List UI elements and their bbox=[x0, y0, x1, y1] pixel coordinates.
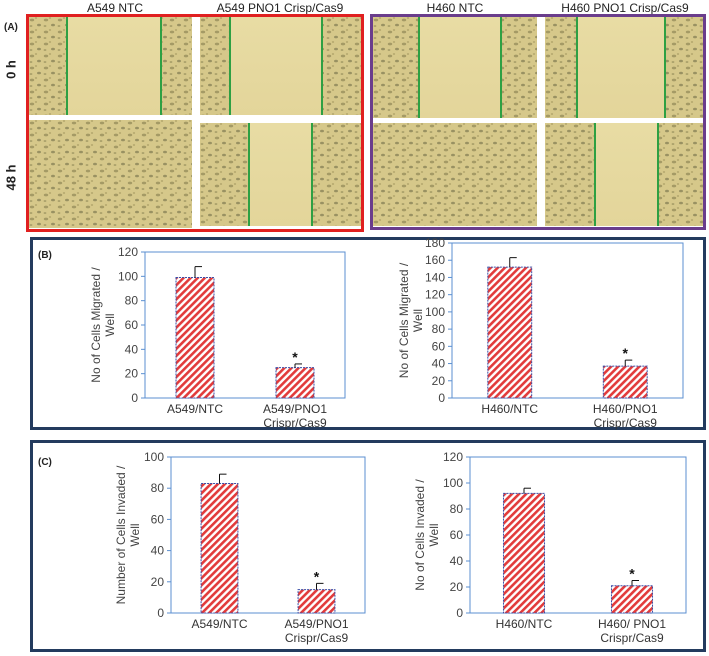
wound-line-left bbox=[66, 17, 68, 115]
category-label-1-0: H460/NTC bbox=[481, 402, 538, 416]
y-tick-label-1-8: 160 bbox=[425, 253, 445, 267]
panel-c-box bbox=[30, 440, 706, 652]
y-tick-label-1-2: 40 bbox=[432, 357, 446, 371]
bar-1-0 bbox=[487, 266, 533, 399]
wound-line-left bbox=[229, 17, 231, 115]
y-tick-label-0-6: 120 bbox=[118, 245, 138, 259]
photo-h460-ntc-48h bbox=[373, 123, 537, 226]
wound-line-left bbox=[594, 123, 596, 226]
photo-a549-pno1-48h bbox=[200, 123, 361, 226]
y-tick-label-0-3: 60 bbox=[125, 318, 139, 332]
y-tick-label-0-2: 40 bbox=[125, 342, 139, 356]
y-tick-label-3-5: 100 bbox=[443, 476, 463, 490]
wound-line-right bbox=[664, 17, 666, 118]
y-axis-label-3: No of Cells Invaded /Well bbox=[413, 479, 441, 591]
wound-line-right bbox=[160, 17, 162, 115]
bar-1-1 bbox=[602, 365, 648, 399]
wound-gap bbox=[230, 17, 322, 115]
category-label-2-1: A549/PNO1 Crispr/Cas9 bbox=[284, 617, 348, 645]
bar-2-0 bbox=[200, 483, 239, 614]
y-tick-label-1-0: 0 bbox=[438, 391, 445, 405]
y-tick-label-2-3: 60 bbox=[151, 512, 165, 526]
panel-a-letter: (A) bbox=[4, 22, 18, 33]
category-label-3-1: H460/ PNO1 Crispr/Cas9 bbox=[598, 617, 666, 645]
y-tick-label-3-1: 20 bbox=[450, 580, 464, 594]
photo-h460-ntc-0h bbox=[373, 17, 537, 118]
y-tick-label-3-0: 0 bbox=[456, 606, 463, 620]
plot-area-1 bbox=[451, 242, 684, 399]
wound-gap bbox=[67, 17, 161, 115]
col-label-h460-ntc: H460 NTC bbox=[426, 1, 484, 15]
wound-line-left bbox=[418, 17, 420, 118]
y-tick-label-3-6: 120 bbox=[443, 450, 463, 464]
y-tick-label-0-5: 100 bbox=[118, 269, 138, 283]
photo-h460-pno1-48h bbox=[545, 123, 703, 226]
wound-gap bbox=[419, 17, 501, 118]
y-tick-label-0-0: 0 bbox=[131, 391, 138, 405]
y-tick-label-2-2: 40 bbox=[151, 544, 165, 558]
bar-2-1 bbox=[297, 589, 336, 614]
category-label-0-0: A549/NTC bbox=[167, 402, 223, 416]
y-tick-label-1-9: 180 bbox=[425, 236, 445, 250]
significance-3-1: * bbox=[629, 566, 635, 582]
wound-gap bbox=[595, 123, 658, 226]
y-tick-label-2-1: 20 bbox=[151, 575, 165, 589]
col-label-h460-pno1: H460 PNO1 Crisp/Cas9 bbox=[561, 1, 689, 15]
wound-line-right bbox=[321, 17, 323, 115]
wound-line-left bbox=[248, 123, 250, 226]
y-tick-label-3-4: 80 bbox=[450, 502, 464, 516]
wound-gap bbox=[249, 123, 312, 226]
y-tick-label-1-5: 100 bbox=[425, 305, 445, 319]
photo-a549-pno1-0h bbox=[200, 17, 361, 115]
frame-h460 bbox=[370, 14, 706, 230]
y-tick-label-1-3: 60 bbox=[432, 339, 446, 353]
col-label-a549-pno1: A549 PNO1 Crisp/Cas9 bbox=[216, 1, 344, 15]
significance-0-1: * bbox=[292, 349, 298, 365]
y-axis-label-1: No of Cells Migrated /Well bbox=[397, 262, 425, 378]
y-tick-label-1-6: 120 bbox=[425, 288, 445, 302]
category-label-2-0: A549/NTC bbox=[191, 617, 247, 631]
y-tick-label-1-7: 140 bbox=[425, 270, 445, 284]
category-label-3-0: H460/NTC bbox=[496, 617, 553, 631]
y-axis-label-2: Number of Cells Invaded /Well bbox=[114, 465, 142, 604]
y-tick-label-0-1: 20 bbox=[125, 367, 139, 381]
significance-2-1: * bbox=[314, 568, 320, 584]
bar-3-1 bbox=[610, 585, 654, 614]
plot-area-2 bbox=[170, 456, 366, 614]
y-tick-label-2-4: 80 bbox=[151, 481, 165, 495]
frame-a549 bbox=[26, 14, 364, 232]
photo-a549-ntc-0h bbox=[29, 17, 192, 115]
panel-c-letter: (C) bbox=[38, 457, 52, 468]
wound-line-left bbox=[576, 17, 578, 118]
category-label-0-1: A549/PNO1 Crispr/Cas9 bbox=[263, 402, 327, 430]
wound-line-right bbox=[500, 17, 502, 118]
bar-0-0 bbox=[175, 277, 215, 399]
y-axis-label-0: No of Cells Migrated /Well bbox=[89, 267, 117, 383]
y-tick-label-2-0: 0 bbox=[157, 606, 164, 620]
wound-line-right bbox=[311, 123, 313, 226]
category-label-1-1: H460/PNO1 Crispr/Cas9 bbox=[593, 402, 658, 430]
significance-1-1: * bbox=[623, 345, 629, 361]
y-tick-label-2-5: 100 bbox=[144, 450, 164, 464]
y-tick-label-0-4: 80 bbox=[125, 294, 139, 308]
plot-area-0 bbox=[144, 251, 346, 399]
y-tick-label-3-2: 40 bbox=[450, 554, 464, 568]
col-label-a549-ntc: A549 NTC bbox=[86, 1, 144, 15]
plot-area-3 bbox=[469, 456, 687, 614]
bar-3-0 bbox=[502, 492, 546, 614]
wound-line-right bbox=[657, 123, 659, 226]
y-tick-label-1-1: 20 bbox=[432, 374, 446, 388]
y-tick-label-1-4: 80 bbox=[432, 322, 446, 336]
panel-b-letter: (B) bbox=[38, 250, 52, 261]
photo-a549-ntc-48h bbox=[29, 120, 192, 228]
bar-0-1 bbox=[275, 367, 315, 399]
wound-gap bbox=[577, 17, 665, 118]
y-tick-label-3-3: 60 bbox=[450, 528, 464, 542]
photo-h460-pno1-0h bbox=[545, 17, 703, 118]
panel-b-box bbox=[30, 237, 706, 430]
